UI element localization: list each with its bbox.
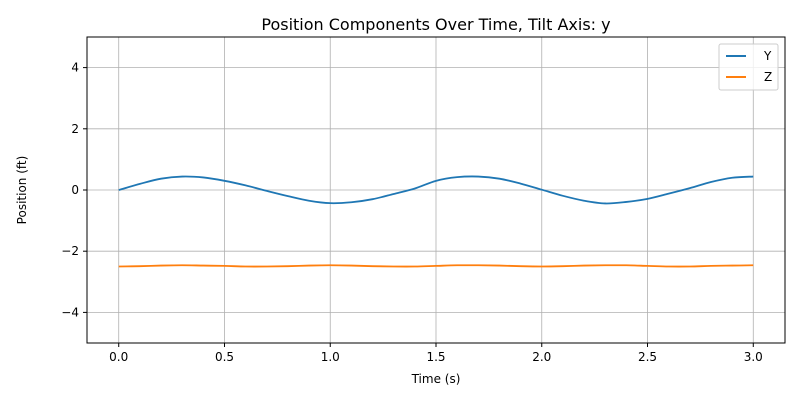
y-tick-label: 2 <box>71 122 79 136</box>
x-tick-label: 0.5 <box>215 350 234 364</box>
x-tick-label: 1.0 <box>321 350 340 364</box>
x-tick-label: 2.0 <box>532 350 551 364</box>
legend-label-z: Z <box>764 70 772 84</box>
y-tick-label: −4 <box>61 305 79 319</box>
series-line-z <box>118 264 754 268</box>
y-tick-label: 0 <box>71 183 79 197</box>
y-axis-label: Position (ft) <box>15 156 29 225</box>
chart-title: Position Components Over Time, Tilt Axis… <box>261 15 610 34</box>
x-tick-label: 0.0 <box>109 350 128 364</box>
x-tick-label: 3.0 <box>744 350 763 364</box>
axis-ticks: 0.0 0.5 1.0 1.5 2.0 2.5 3.0 −4 −2 0 2 4 <box>61 61 763 364</box>
series-lines <box>118 175 754 268</box>
series-line-y <box>118 175 754 205</box>
x-tick-label: 1.5 <box>426 350 445 364</box>
x-tick-label: 2.5 <box>638 350 657 364</box>
y-tick-label: −2 <box>61 244 79 258</box>
legend: Y Z <box>718 43 779 91</box>
x-axis-label: Time (s) <box>411 372 461 386</box>
legend-label-y: Y <box>763 49 772 63</box>
y-tick-label: 4 <box>71 61 79 75</box>
